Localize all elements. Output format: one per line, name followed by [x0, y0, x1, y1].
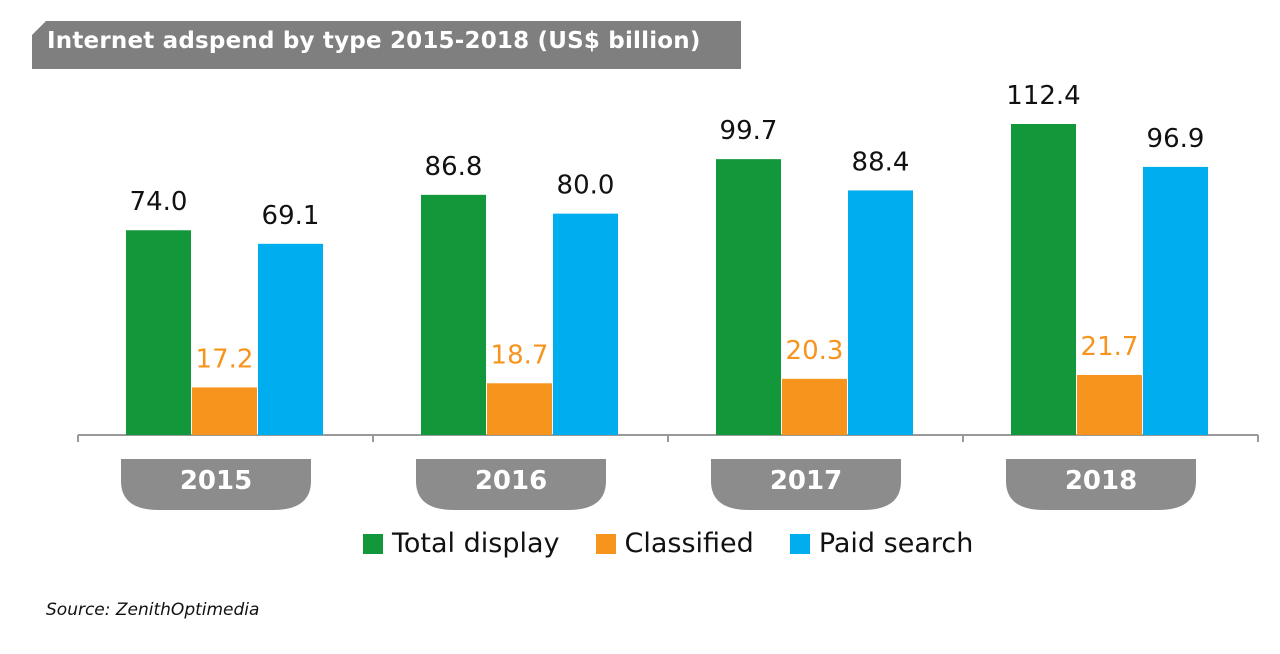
data-label: 88.4	[852, 147, 910, 177]
x-tick-label: 2018	[1065, 466, 1137, 496]
data-label: 69.1	[262, 201, 320, 231]
bar-classified-2016	[487, 383, 552, 435]
bar-total-display-2018	[1011, 124, 1076, 435]
chart-title: Internet adspend by type 2015-2018 (US$ …	[47, 28, 701, 54]
x-tick-label: 2016	[475, 466, 547, 496]
legend-swatch-paid-search	[789, 533, 810, 554]
data-label: 74.0	[130, 187, 188, 217]
category-tab	[1006, 459, 1196, 510]
legend-label-total-display: Total display	[392, 528, 560, 559]
bar-paid-search-2018	[1143, 166, 1208, 435]
title-banner	[32, 21, 741, 69]
category-tab	[121, 459, 311, 510]
data-label: 99.7	[720, 116, 778, 146]
title-banner-notch	[32, 21, 46, 35]
data-label: 20.3	[786, 336, 844, 366]
bar-paid-search-2016	[553, 213, 618, 435]
legend-swatch-classified	[595, 533, 616, 554]
bar-classified-2017	[782, 378, 847, 435]
legend-label-classified: Classified	[624, 528, 754, 559]
data-label: 17.2	[196, 344, 254, 374]
bar-total-display-2016	[421, 194, 486, 435]
data-label: 21.7	[1081, 332, 1139, 362]
legend: Total display Classified Paid search	[363, 528, 1009, 559]
legend-swatch-total-display	[363, 533, 383, 554]
data-label: 96.9	[1147, 124, 1205, 154]
data-label: 18.7	[491, 340, 549, 370]
bar-paid-search-2015	[258, 243, 323, 435]
bar-total-display-2015	[126, 230, 191, 435]
x-tick-label: 2015	[180, 466, 252, 496]
data-label: 80.0	[557, 171, 615, 201]
bar-paid-search-2017	[848, 190, 913, 435]
category-tab	[416, 459, 606, 510]
data-label: 112.4	[1006, 81, 1080, 111]
source-note: Source: ZenithOptimedia	[46, 600, 260, 620]
x-tick-label: 2017	[770, 466, 842, 496]
legend-item-paid-search: Paid search	[789, 528, 974, 559]
legend-label-paid-search: Paid search	[818, 528, 974, 559]
category-tab	[711, 459, 901, 510]
bar-classified-2018	[1077, 374, 1142, 435]
legend-item-classified: Classified	[595, 528, 754, 559]
bar-classified-2015	[192, 387, 257, 435]
bar-total-display-2017	[716, 159, 781, 435]
legend-item-total-display: Total display	[363, 528, 560, 559]
data-label: 86.8	[425, 152, 483, 182]
